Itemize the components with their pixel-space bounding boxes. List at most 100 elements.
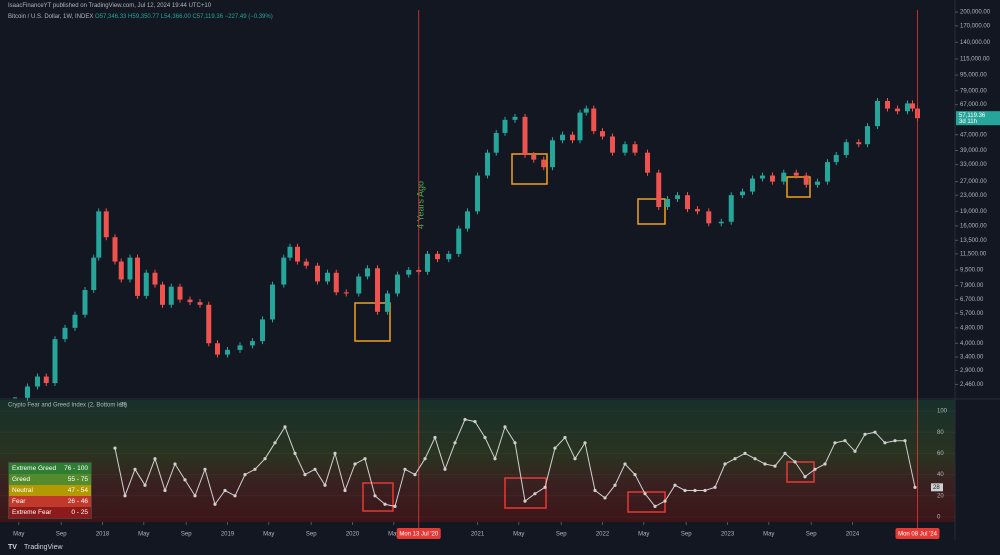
- y-tick-label: 2,900.00: [960, 368, 984, 374]
- candle: [750, 178, 755, 192]
- highlight-boxes: [354, 153, 811, 342]
- candle: [645, 152, 650, 173]
- x-tick-label: Sep: [556, 532, 567, 538]
- y-tick-label: 47,000.00: [960, 132, 987, 138]
- y-tick-label: 67,000.00: [960, 102, 987, 108]
- date-marker: Mon 13 Jul '20: [399, 532, 438, 538]
- y-tick-label: 33,000.00: [960, 162, 987, 168]
- candle: [803, 175, 809, 185]
- x-tick-label: May: [138, 532, 149, 538]
- index-point: [653, 504, 657, 508]
- current-value: 28: [933, 485, 940, 491]
- index-point: [643, 492, 647, 496]
- current-box: [931, 483, 943, 492]
- y-tick-label: 60: [937, 451, 944, 457]
- candle: [550, 140, 555, 168]
- index-point: [173, 462, 177, 466]
- candle: [622, 144, 628, 153]
- index-point: [753, 457, 757, 461]
- index-point: [863, 432, 867, 436]
- candle: [706, 211, 712, 224]
- legend-row: Greed 55 - 75: [9, 474, 91, 485]
- index-point: [633, 473, 637, 477]
- index-point: [123, 494, 127, 498]
- candle: [25, 386, 30, 398]
- candle: [718, 221, 724, 224]
- index-point: [333, 451, 337, 455]
- candle: [260, 319, 265, 342]
- index-point: [373, 494, 377, 498]
- date-marker: Mon 08 Jul '24: [898, 532, 937, 538]
- candle: [333, 272, 339, 293]
- ohlc: O57,346.33 H59,350.77 L54,366.00 C57,119…: [95, 14, 273, 20]
- x-tick-label: Sep: [681, 532, 692, 538]
- index-point: [743, 451, 747, 455]
- index-point: [623, 462, 627, 466]
- legend-range: 76 - 100: [64, 465, 88, 472]
- candle: [610, 136, 615, 153]
- legend-name: Fear: [12, 498, 26, 505]
- y-tick-label: 170,000.00: [960, 23, 991, 29]
- legend-row: Neutral 47 - 54: [9, 485, 91, 496]
- index-point: [143, 483, 147, 487]
- candle: [168, 286, 174, 305]
- index-point: [703, 488, 707, 493]
- candle: [96, 211, 102, 258]
- index-point: [903, 439, 907, 443]
- candle: [446, 253, 452, 260]
- x-tick-label: 2023: [721, 532, 735, 538]
- candle: [270, 284, 275, 320]
- index-point: [153, 457, 157, 461]
- index-point: [713, 485, 717, 489]
- index-point: [733, 457, 737, 461]
- legend-range: 0 - 25: [71, 509, 88, 516]
- candle: [72, 314, 78, 328]
- index-point: [233, 494, 237, 498]
- index-point: [113, 446, 117, 450]
- candle: [82, 290, 88, 315]
- index-point: [563, 435, 567, 440]
- candle: [770, 175, 775, 182]
- index-point: [163, 488, 167, 493]
- y-tick-label: 39,000.00: [960, 148, 987, 154]
- candle: [35, 376, 40, 387]
- index-point: [843, 439, 847, 443]
- candle: [895, 108, 900, 112]
- candle: [695, 209, 700, 212]
- index-point: [683, 488, 687, 493]
- index-point: [803, 475, 807, 479]
- y-tick-label: 4,000.00: [960, 341, 984, 347]
- index-point: [723, 462, 727, 466]
- y-tick-label: 80: [937, 430, 944, 436]
- index-point: [883, 441, 887, 445]
- candle: [456, 228, 462, 254]
- index-point: [393, 504, 397, 508]
- candle: [143, 272, 149, 296]
- y-tick-label: 7,900.00: [960, 283, 984, 289]
- candle: [315, 265, 320, 282]
- candle: [502, 119, 508, 133]
- candle: [493, 132, 499, 153]
- x-tick-label: May: [513, 532, 524, 538]
- candle: [365, 268, 370, 277]
- index-point: [583, 441, 587, 445]
- index-point: [873, 430, 877, 434]
- index-point: [503, 425, 507, 429]
- candle: [600, 131, 605, 137]
- last-price-countdown: 3d 11h: [959, 119, 977, 125]
- candle: [560, 134, 565, 141]
- candle: [118, 261, 124, 280]
- candle: [485, 152, 490, 176]
- candle: [385, 293, 390, 312]
- candle: [577, 112, 583, 141]
- index-point: [213, 502, 217, 506]
- candle: [103, 211, 109, 238]
- index-point: [463, 417, 467, 422]
- candle: [632, 144, 638, 153]
- index-point: [483, 435, 487, 440]
- candle: [135, 257, 140, 296]
- index-point: [413, 473, 417, 477]
- candle: [865, 126, 870, 145]
- candle: [856, 142, 862, 145]
- index-point: [823, 462, 827, 466]
